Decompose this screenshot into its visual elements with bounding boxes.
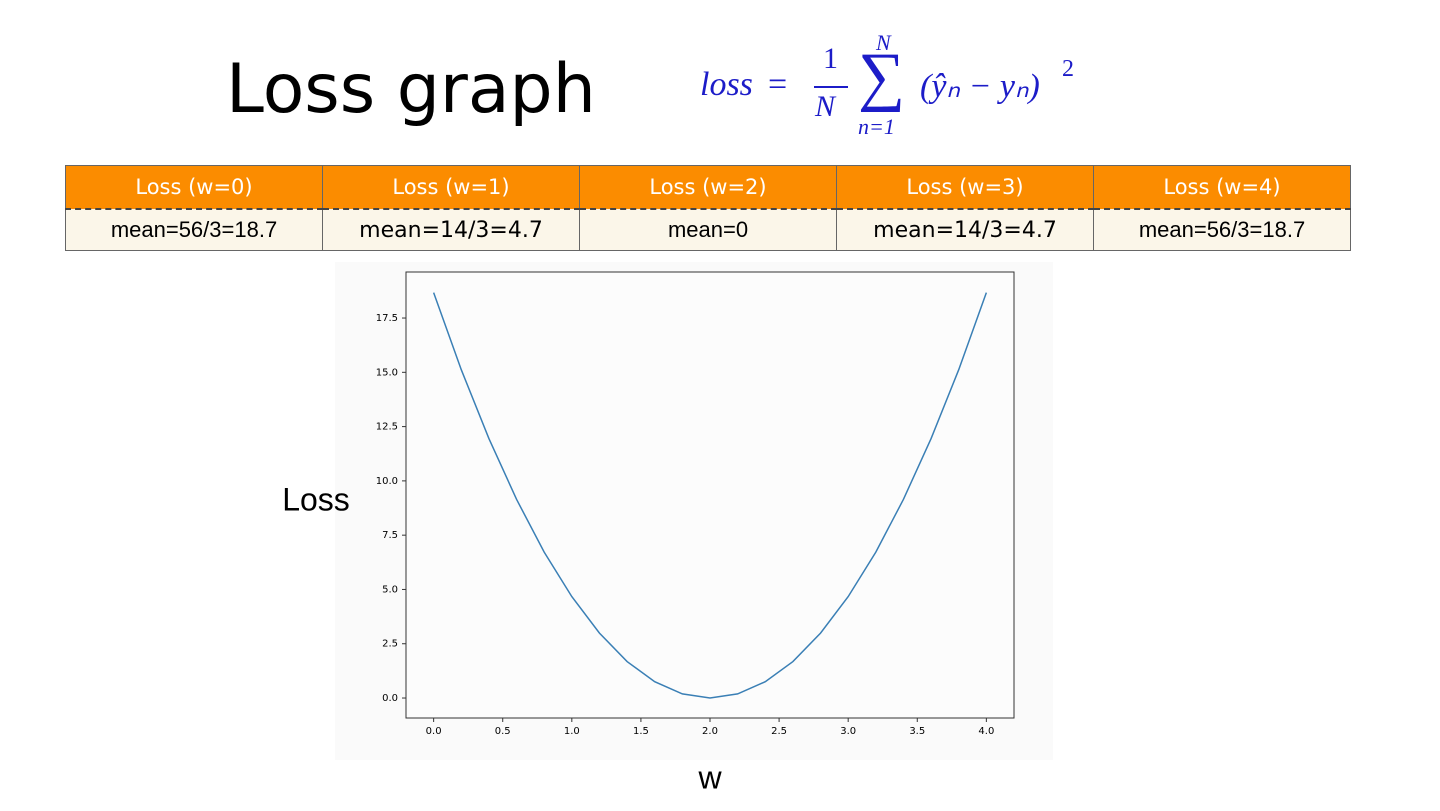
x-tick-label: 0.5 (495, 726, 511, 737)
header-cell: Loss (w=4) (1093, 165, 1351, 210)
formula-sum: ∑ (858, 40, 906, 113)
body-cell: mean=0 (579, 208, 837, 251)
header-cell: Loss (w=3) (836, 165, 1094, 210)
body-cell: mean=14/3=4.7 (322, 208, 580, 251)
plot-area (405, 271, 1015, 719)
header-row: Loss (w=0) Loss (w=1) Loss (w=2) Loss (w=3)… (65, 165, 1351, 210)
formula-numerator: 1 (823, 42, 838, 75)
y-tick-label: 7.5 (382, 530, 398, 541)
y-tick-label: 17.5 (376, 313, 398, 324)
y-tick-label: 15.0 (376, 367, 398, 378)
x-tick-label: 3.5 (909, 726, 925, 737)
x-tick-label: 2.5 (771, 726, 787, 737)
y-axis-label: Loss (282, 481, 350, 517)
y-tick-label: 0.0 (382, 693, 398, 704)
formula-equals: = (768, 66, 788, 103)
formula-sum-upper: N (876, 30, 891, 55)
slide-title: Loss graph (226, 50, 596, 129)
loss-table: Loss (w=0) Loss (w=1) Loss (w=2) Loss (w=3)… (65, 165, 1351, 251)
x-tick-label: 3.0 (840, 726, 856, 737)
body-row: mean=56/3=18.7 mean=14/3=4.7 mean=0 mean=14… (65, 208, 1351, 251)
formula-denominator: N (815, 90, 836, 123)
body-cell: mean=56/3=18.7 (1093, 208, 1351, 251)
x-tick-label: 1.0 (564, 726, 580, 737)
fraction-bar (814, 86, 848, 88)
y-tick-label: 10.0 (376, 476, 398, 487)
body-cell: mean=14/3=4.7 (836, 208, 1094, 251)
header-cell: Loss (w=1) (322, 165, 580, 210)
x-tick-label: 2.0 (702, 726, 718, 737)
header-cell: Loss (w=0) (65, 165, 323, 210)
body-cell: mean=56/3=18.7 (65, 208, 323, 251)
formula-term: (ŷₙ − yₙ) (920, 68, 1040, 105)
formula-sum-lower: n=1 (858, 114, 895, 139)
y-tick-label: 2.5 (382, 639, 398, 650)
x-tick-label: 0.0 (426, 726, 442, 737)
formula-exponent: 2 (1062, 56, 1074, 82)
x-axis-label: w (697, 759, 722, 795)
formula-lhs: loss (700, 66, 753, 103)
y-tick-label: 12.5 (376, 422, 398, 433)
x-tick-label: 1.5 (633, 726, 649, 737)
y-tick-label: 5.0 (382, 584, 398, 595)
header-cell: Loss (w=2) (579, 165, 837, 210)
loss-curve (432, 292, 988, 699)
x-tick-label: 4.0 (978, 726, 994, 737)
